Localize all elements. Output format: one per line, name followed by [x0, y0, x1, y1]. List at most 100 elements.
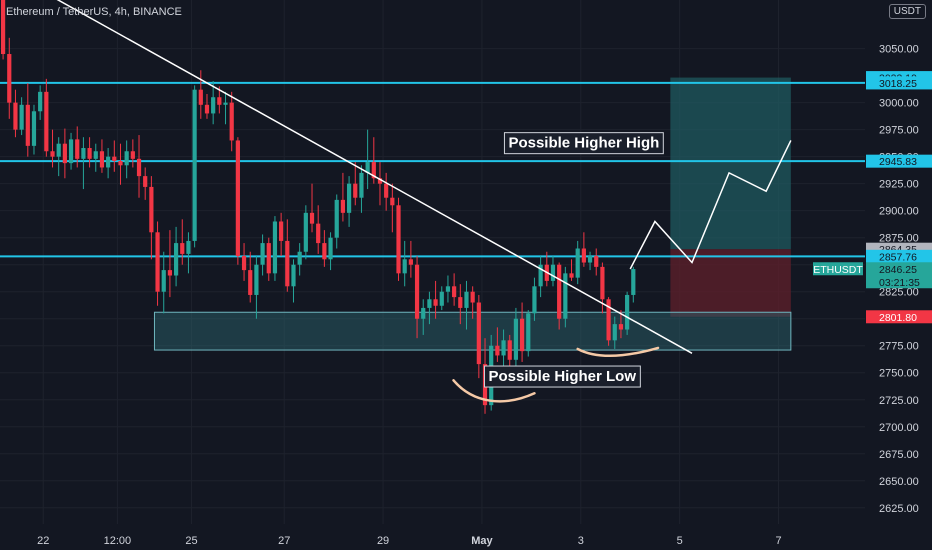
candle-body: [328, 237, 333, 260]
candle: [346, 176, 352, 227]
candle: [433, 280, 438, 319]
candle-body: [476, 302, 481, 365]
x-tick-label: May: [471, 535, 493, 547]
candle-body: [217, 97, 222, 105]
candle: [31, 104, 37, 155]
candle: [421, 299, 426, 335]
candle-body: [353, 183, 358, 198]
x-tick-label: 3: [578, 535, 584, 547]
symbol-header: Ethereum / TetherUS, 4h, BINANCE: [6, 6, 182, 18]
symbol-tag-bg: [813, 262, 863, 276]
y-tick-label: 2975.00: [879, 125, 919, 137]
candle-body: [557, 264, 562, 319]
candle-body: [581, 248, 586, 263]
currency-badge[interactable]: USDT: [888, 4, 926, 19]
candle: [186, 232, 191, 274]
candle: [303, 205, 308, 260]
candle: [279, 212, 284, 257]
candle-body: [44, 91, 49, 152]
price-tag-bg: [866, 154, 932, 168]
candle: [563, 266, 568, 328]
candle: [291, 259, 296, 303]
candle: [519, 302, 525, 362]
price-countdown: 03:21:35: [879, 277, 920, 289]
price-tag-bg: [866, 310, 932, 324]
candle-body: [532, 286, 537, 314]
candle-body: [93, 151, 98, 159]
candle: [93, 143, 98, 172]
candle-body: [198, 89, 203, 105]
candle-body: [464, 291, 469, 308]
candle: [68, 132, 74, 170]
candle-body: [322, 243, 327, 260]
candle-body: [414, 264, 420, 319]
price-tag-value: 2801.80: [879, 312, 917, 324]
candle: [266, 237, 271, 281]
projection-path: [629, 140, 792, 270]
y-tick-label: 2700.00: [879, 422, 919, 434]
candle-body: [62, 143, 67, 164]
candle-body: [402, 259, 407, 274]
candle: [476, 294, 481, 379]
candle: [334, 194, 339, 249]
candle-body: [186, 240, 191, 254]
annotation-box: [503, 132, 664, 155]
candle: [56, 137, 61, 177]
y-tick-label: 2750.00: [879, 368, 919, 380]
candle: [167, 230, 173, 298]
candle: [173, 226, 179, 287]
y-tick-label: 2925.00: [879, 179, 919, 191]
candle-body: [309, 212, 315, 224]
candle: [285, 219, 290, 292]
price-tag-stop: 2801.80: [866, 310, 932, 324]
swoosh-mark: [452, 379, 536, 403]
candle-body: [303, 212, 308, 252]
candle-body: [513, 318, 519, 360]
candle-body: [346, 183, 352, 213]
candle: [501, 329, 506, 368]
candle-body: [526, 313, 531, 352]
candle-body: [99, 151, 105, 168]
candle: [452, 273, 457, 306]
candle: [136, 135, 142, 198]
candle: [526, 310, 531, 357]
candle-body: [229, 102, 234, 141]
candle: [377, 162, 383, 206]
candle: [625, 291, 630, 335]
candle-body: [612, 324, 617, 341]
candle: [587, 251, 593, 271]
candle: [365, 129, 370, 190]
x-tick-label: 27: [278, 535, 290, 547]
candle: [396, 197, 401, 281]
price-tag-value: 2846.25: [879, 264, 917, 276]
candle-body: [254, 264, 259, 295]
candle-body: [439, 291, 444, 306]
candle-body: [38, 91, 43, 112]
y-tick-label: 2650.00: [879, 476, 919, 488]
candle: [569, 259, 574, 281]
candle: [402, 240, 407, 287]
candle-body: [452, 286, 457, 298]
candle-body: [316, 223, 321, 244]
candle: [507, 334, 512, 368]
candle-body: [155, 232, 160, 292]
candle-body: [600, 266, 605, 300]
candle: [427, 291, 432, 325]
candle-body: [587, 256, 593, 263]
candle: [458, 284, 463, 325]
candle: [513, 307, 519, 368]
y-tick-label: 2900.00: [879, 206, 919, 218]
candle-body: [149, 186, 154, 233]
annotation-label: Possible Higher High: [508, 135, 659, 152]
candle-body: [241, 256, 247, 271]
candle: [248, 251, 253, 303]
candle: [631, 266, 636, 303]
candle-body: [161, 270, 166, 292]
candle: [7, 37, 12, 119]
candle-body: [266, 243, 271, 274]
candle: [112, 140, 117, 172]
candle-body: [223, 102, 228, 105]
